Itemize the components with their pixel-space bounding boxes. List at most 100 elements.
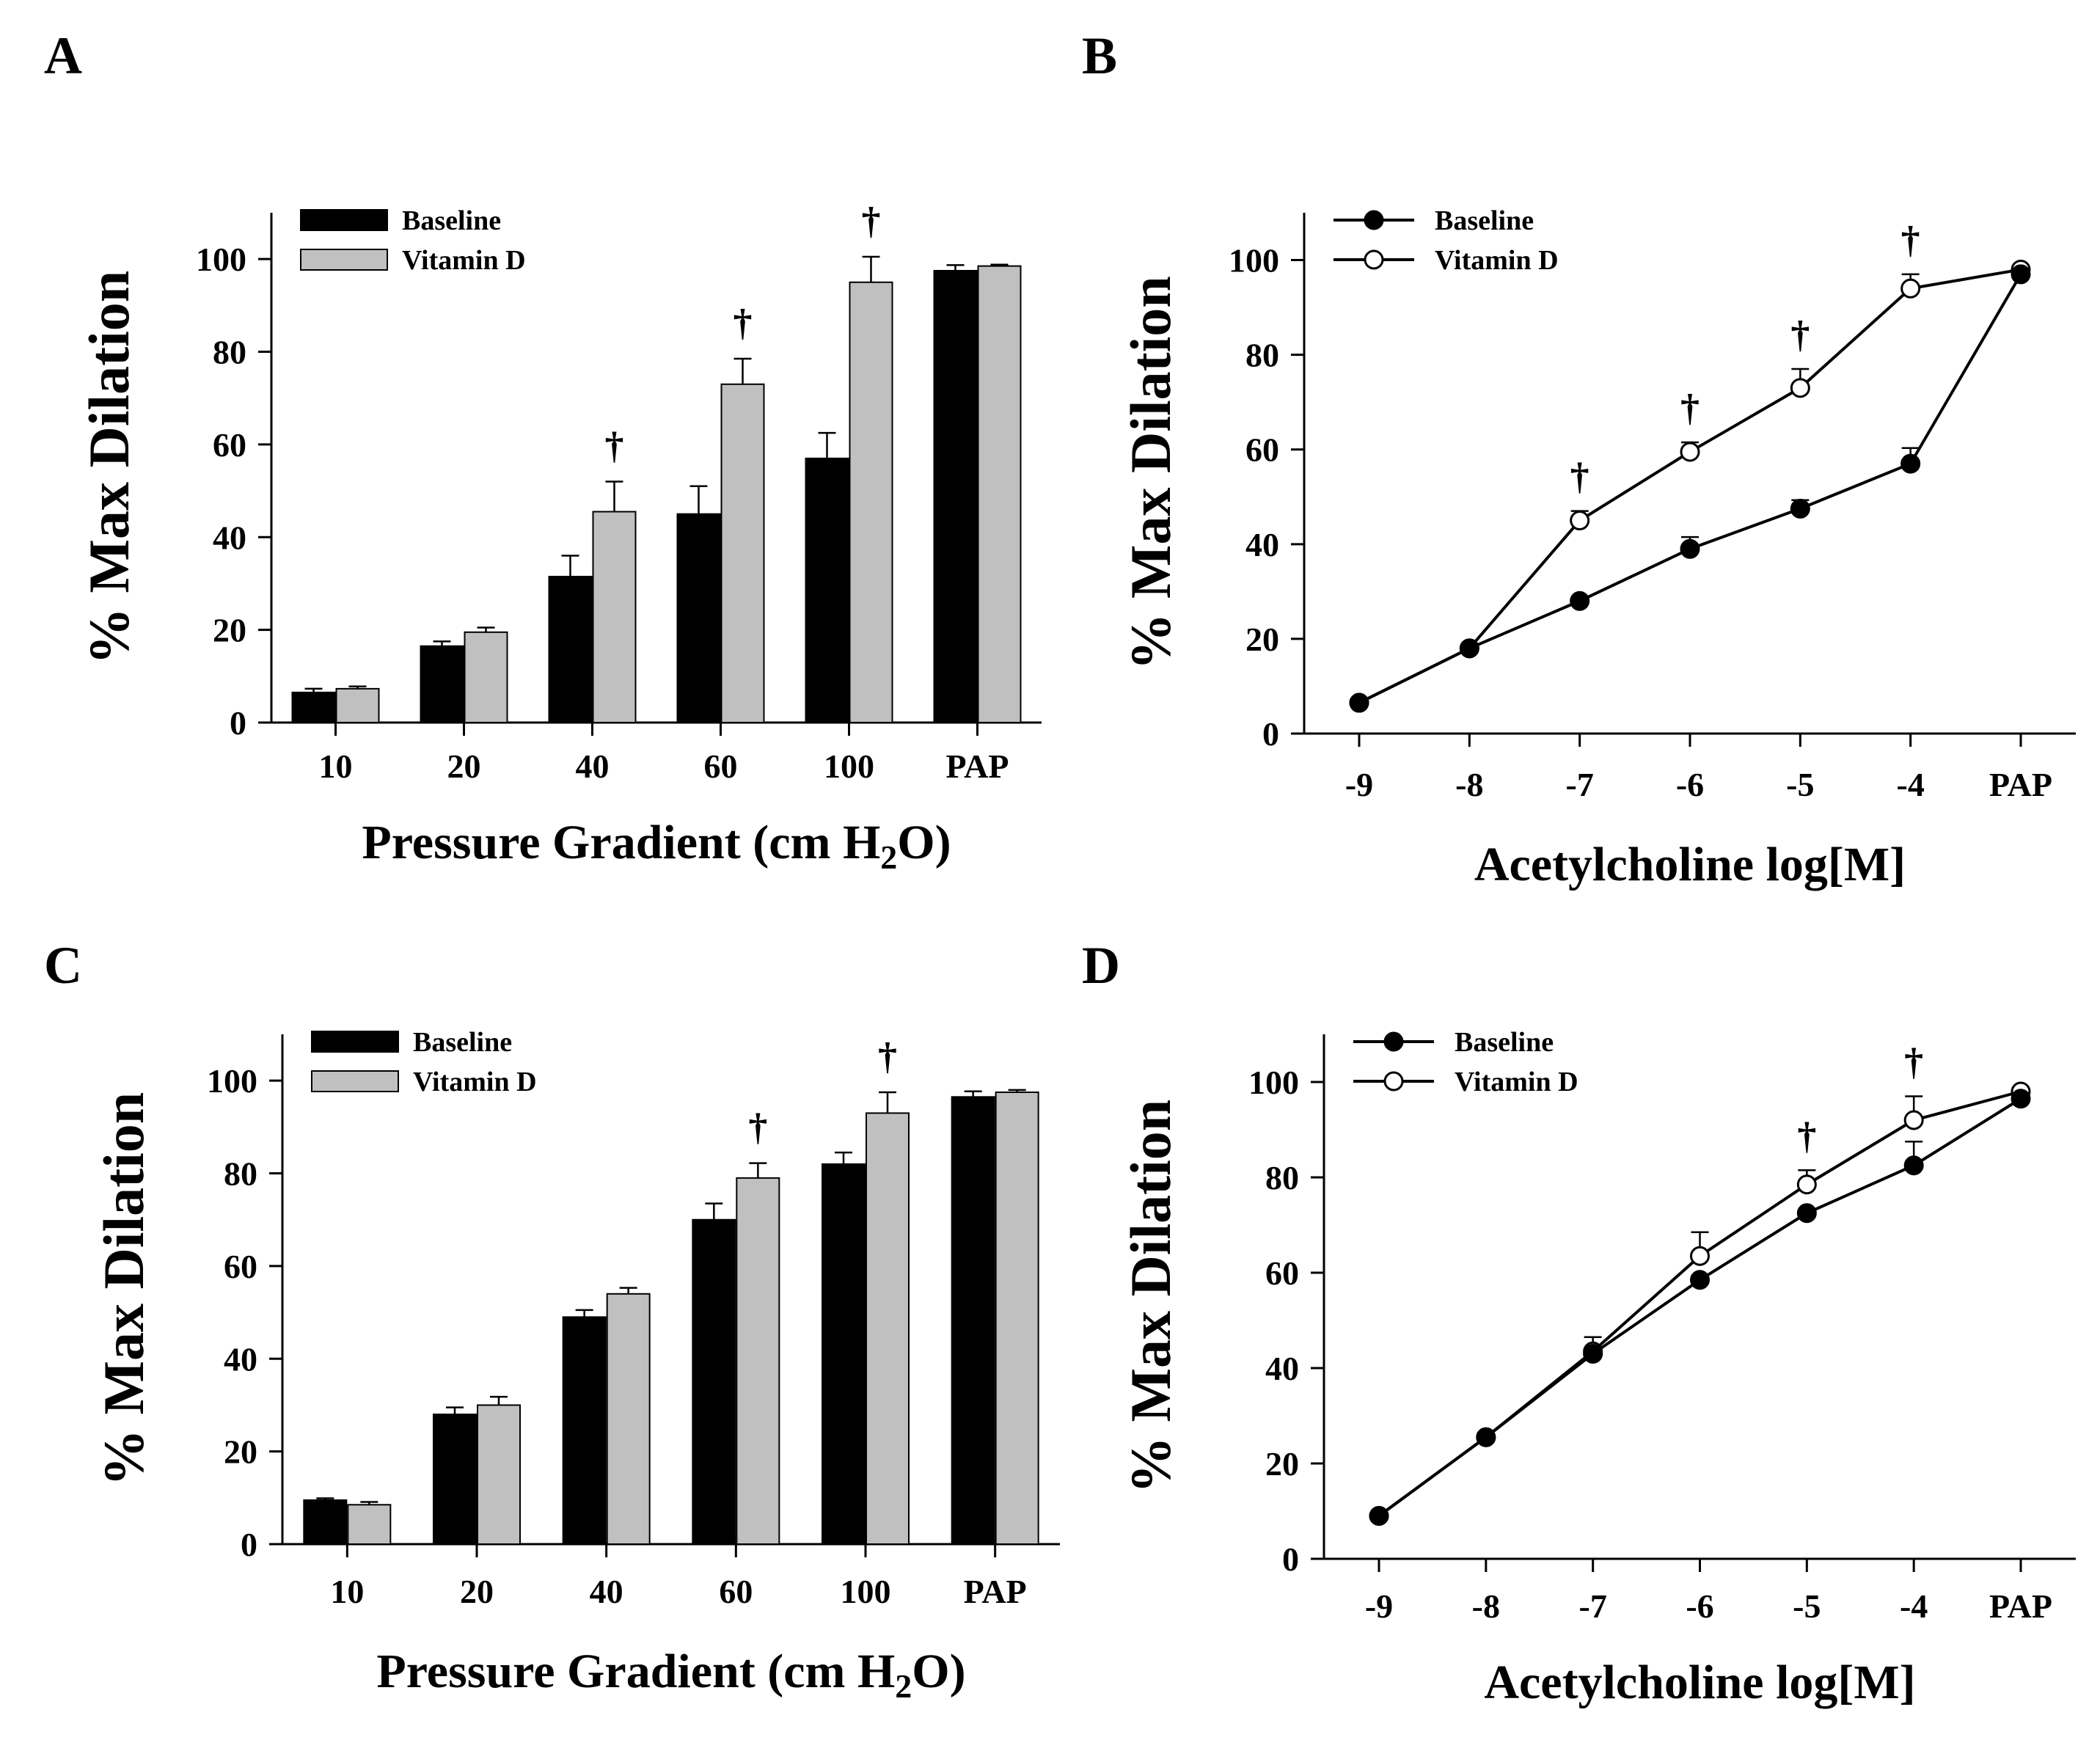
panel-letter: A xyxy=(44,26,82,85)
legend-label: Baseline xyxy=(1455,1027,1554,1058)
x-tick-label: 40 xyxy=(576,747,610,785)
y-tick-label: 40 xyxy=(224,1340,257,1378)
x-axis-label: Pressure Gradient (cm H2O) xyxy=(376,1645,965,1705)
bar-vitamin-d xyxy=(720,383,765,723)
panel-A: A 0 20 40 60 80 100 10 20 40 60 100 PAP † † † Baseline Vi… xyxy=(44,26,1042,876)
x-axis-label: Acetylcholine log[M] xyxy=(1474,838,1906,891)
x-tick-label: 10 xyxy=(330,1573,364,1610)
x-tick-label: -6 xyxy=(1686,1587,1713,1625)
x-tick-label: -8 xyxy=(1472,1587,1500,1625)
significance-dagger: † xyxy=(605,425,624,467)
bar-vitamin-d xyxy=(477,1404,521,1546)
panel-letter: C xyxy=(44,936,82,995)
legend-label: Baseline xyxy=(402,205,501,236)
x-tick-label: 20 xyxy=(460,1573,494,1610)
point-baseline xyxy=(1583,1344,1603,1364)
bar-vitamin-d xyxy=(995,1091,1039,1545)
y-tick-label: 40 xyxy=(213,519,246,556)
significance-dagger: † xyxy=(862,200,881,242)
x-tick-label: -4 xyxy=(1900,1587,1928,1625)
bar-vitamin-d xyxy=(866,1112,910,1545)
panel-letter: D xyxy=(1082,936,1120,995)
x-tick-label: -8 xyxy=(1455,766,1483,803)
y-axis-label: % Max Dilation xyxy=(77,271,141,665)
bar-vitamin-d xyxy=(977,265,1022,723)
y-tick-label: 80 xyxy=(224,1155,257,1193)
x-tick-label: -4 xyxy=(1897,766,1925,803)
x-tick-label: 60 xyxy=(719,1573,753,1610)
y-tick-label: 20 xyxy=(1245,621,1279,658)
bar-baseline xyxy=(420,645,464,723)
legend-swatch xyxy=(311,1031,399,1053)
point-vitamin-d xyxy=(1680,442,1700,462)
bar-vitamin-d xyxy=(464,631,508,724)
point-baseline xyxy=(2011,1089,2031,1109)
legend-swatch xyxy=(300,209,388,231)
x-axis-label: Pressure Gradient (cm H2O) xyxy=(362,816,951,876)
significance-dagger: † xyxy=(1904,1042,1923,1083)
x-tick-label: 10 xyxy=(319,747,353,785)
y-tick-label: 60 xyxy=(224,1248,257,1285)
panel-D: D 0 20 40 60 80 100 -9 -8 -7 -6 -5 -4 PAP † † Baseline Vi… xyxy=(1082,936,2076,1709)
bar-baseline xyxy=(548,575,593,724)
x-tick-label: PAP xyxy=(1989,1587,2052,1625)
panel-C: C 0 20 40 60 80 100 10 20 40 60 100 PAP † † Baseline Vit… xyxy=(44,936,1060,1705)
bar-vitamin-d xyxy=(592,511,637,723)
y-tick-label: 100 xyxy=(207,1062,257,1100)
x-tick-label: 100 xyxy=(841,1573,891,1610)
series-line-baseline xyxy=(1358,273,2022,704)
bar-vitamin-d xyxy=(606,1293,651,1546)
significance-dagger: † xyxy=(878,1036,897,1078)
significance-dagger: † xyxy=(1901,219,1920,261)
x-tick-label: -9 xyxy=(1365,1587,1393,1625)
y-tick-label: 20 xyxy=(213,612,246,649)
bar-baseline xyxy=(822,1163,866,1545)
y-tick-label: 0 xyxy=(230,704,246,742)
bar-baseline xyxy=(805,457,849,723)
y-tick-label: 100 xyxy=(196,241,246,278)
point-vitamin-d xyxy=(1790,378,1810,398)
point-baseline xyxy=(1900,453,1921,474)
legend-swatch xyxy=(300,249,388,271)
bar-baseline xyxy=(291,691,336,724)
y-tick-label: 60 xyxy=(213,426,246,464)
significance-dagger: † xyxy=(733,302,753,344)
point-baseline xyxy=(1570,591,1590,611)
x-tick-label: -7 xyxy=(1566,766,1594,803)
y-tick-label: 80 xyxy=(213,334,246,371)
y-tick-label: 20 xyxy=(1265,1445,1299,1483)
point-baseline xyxy=(1369,1506,1389,1526)
legend-label: Baseline xyxy=(413,1027,512,1058)
point-baseline xyxy=(1796,1203,1817,1224)
x-tick-label: PAP xyxy=(964,1573,1027,1610)
y-tick-label: 100 xyxy=(1229,242,1279,279)
x-tick-label: 60 xyxy=(704,747,738,785)
series-line-vitamin-d xyxy=(1378,1090,2022,1518)
y-tick-label: 0 xyxy=(1262,715,1279,753)
x-tick-label: -9 xyxy=(1345,766,1373,803)
point-vitamin-d xyxy=(1903,1110,1924,1130)
y-tick-label: 40 xyxy=(1265,1350,1299,1387)
point-vitamin-d xyxy=(1796,1174,1817,1195)
bar-vitamin-d xyxy=(736,1177,780,1545)
x-tick-label: PAP xyxy=(1989,766,2052,803)
bar-baseline xyxy=(433,1414,477,1546)
significance-dagger: † xyxy=(1570,456,1589,498)
x-tick-label: 40 xyxy=(590,1573,623,1610)
y-tick-label: 80 xyxy=(1245,337,1279,374)
point-baseline xyxy=(2011,264,2031,285)
point-vitamin-d xyxy=(1690,1246,1710,1266)
y-axis-label: % Max Dilation xyxy=(1119,1100,1182,1494)
y-axis-label: % Max Dilation xyxy=(1119,276,1182,670)
significance-dagger: † xyxy=(1790,314,1810,356)
legend-label: Vitamin D xyxy=(1435,245,1559,276)
y-tick-label: 20 xyxy=(224,1433,257,1471)
point-baseline xyxy=(1903,1155,1924,1176)
point-vitamin-d xyxy=(1900,278,1921,299)
point-vitamin-d xyxy=(1570,511,1590,531)
point-baseline xyxy=(1459,638,1479,659)
legend-label: Vitamin D xyxy=(1455,1067,1578,1097)
point-baseline xyxy=(1680,538,1700,559)
panel-B: B 0 20 40 60 80 100 -9 -8 -7 -6 -5 -4 PAP † † † † Baseline… xyxy=(1082,26,2076,891)
significance-dagger: † xyxy=(1680,387,1700,429)
